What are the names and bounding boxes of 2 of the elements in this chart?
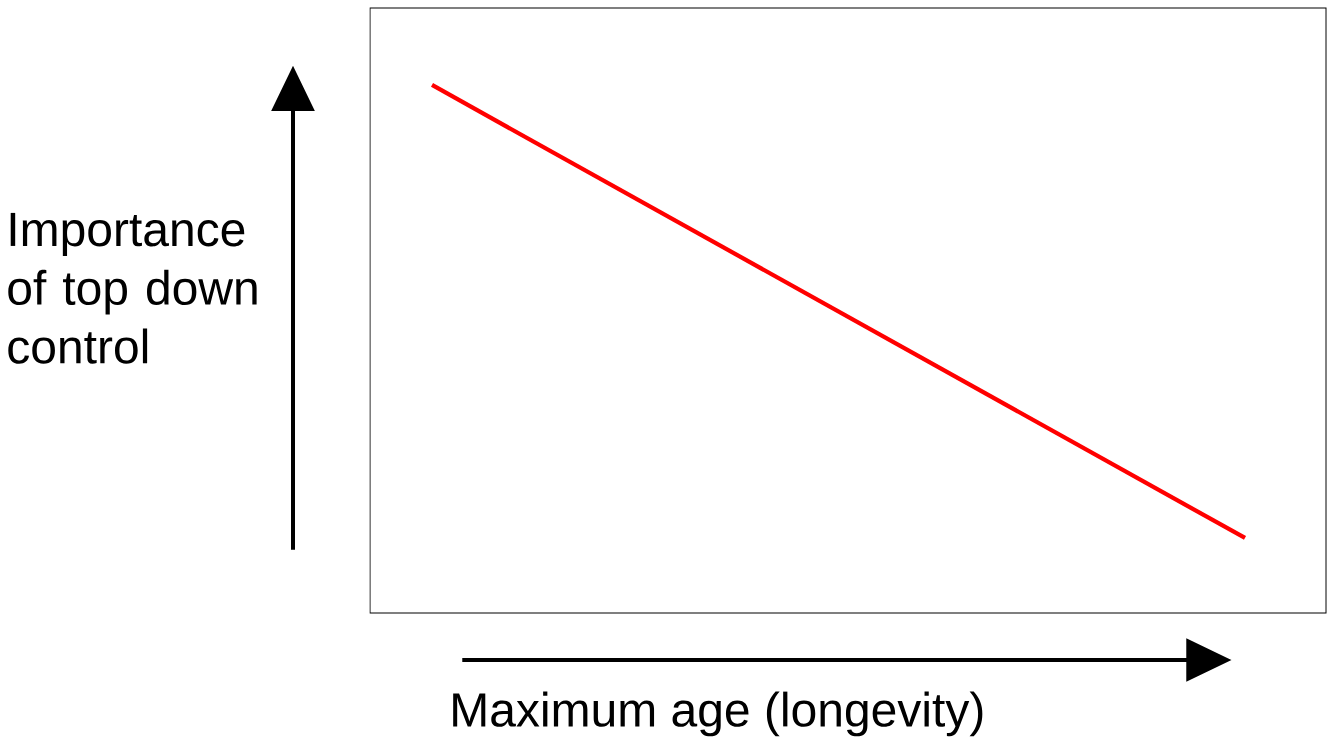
- x-axis-title: Maximum age (longevity): [453, 691, 983, 737]
- y-axis-title: Importance of top down control: [8, 212, 257, 364]
